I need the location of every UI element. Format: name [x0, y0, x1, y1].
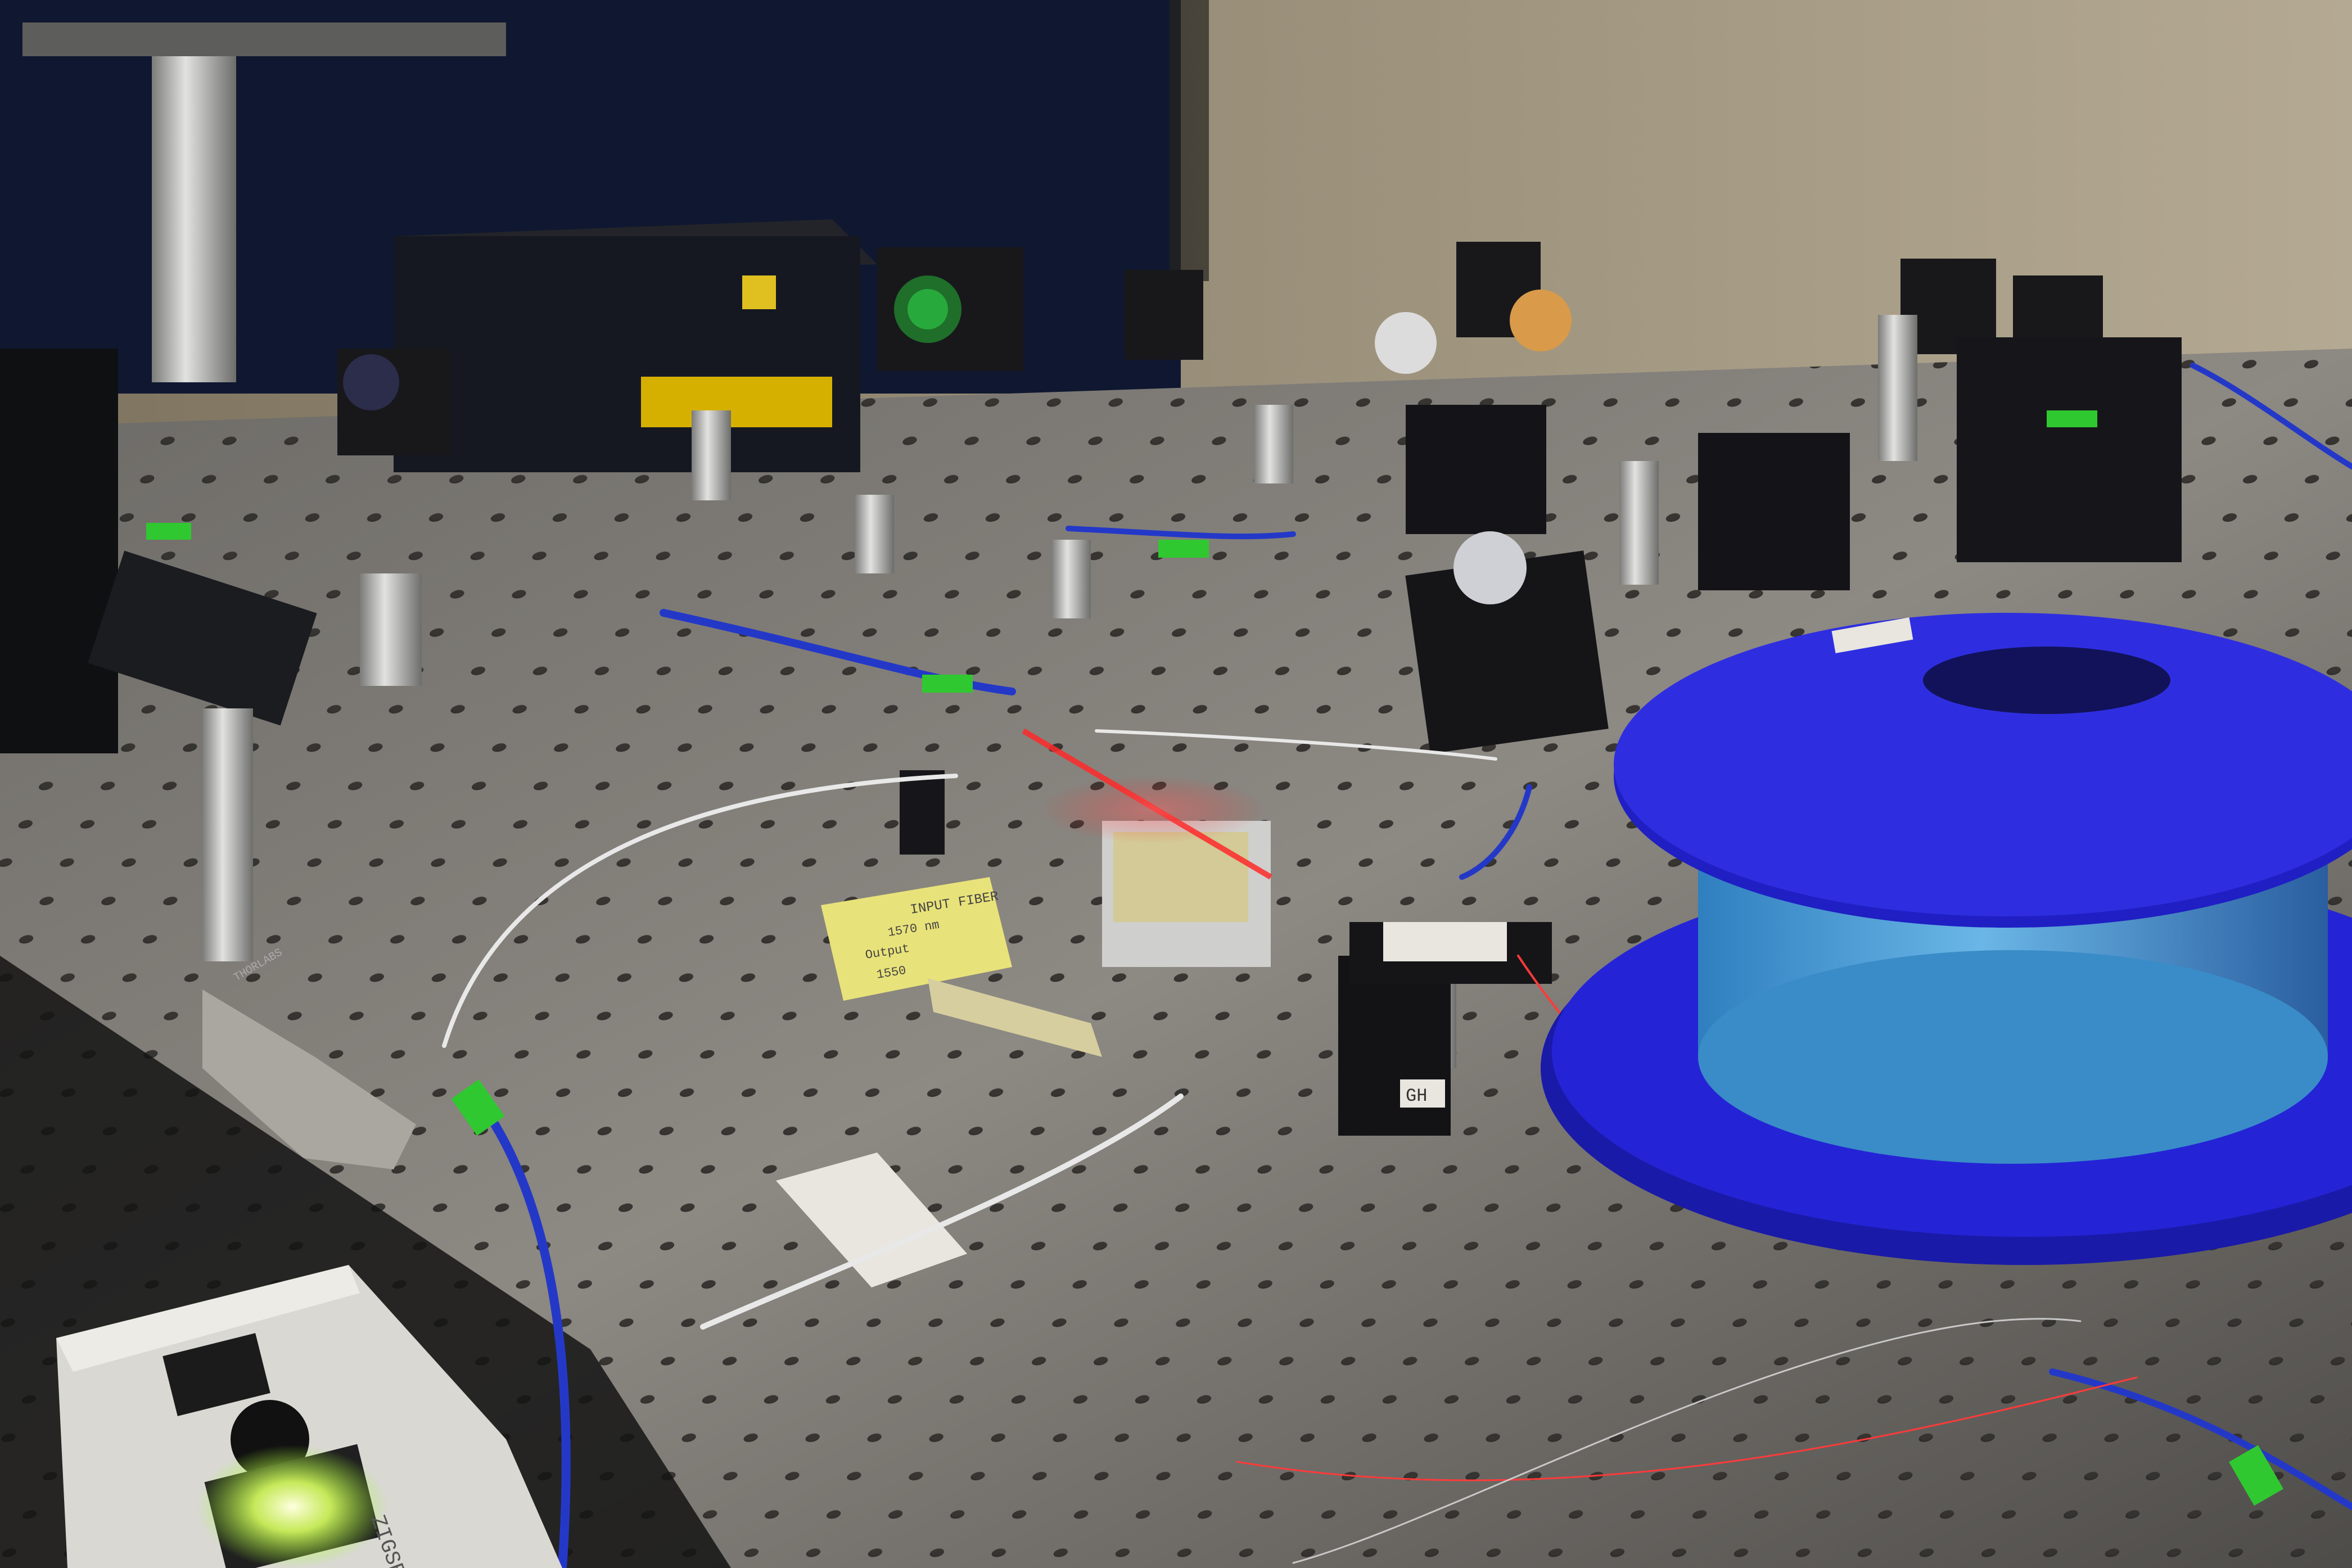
status-led — [197, 1445, 388, 1568]
crystal-block — [1113, 832, 1248, 922]
sticky-note — [821, 877, 1012, 1001]
tape-strip-2 — [928, 978, 1102, 1057]
fiber-connectors — [146, 410, 2283, 1506]
optical-posts — [202, 315, 1917, 1169]
tall-rod — [152, 34, 236, 382]
fiber-launcher-box — [88, 550, 317, 726]
post-tag-text: GH — [1406, 1086, 1427, 1106]
laser-info-plate — [641, 377, 832, 427]
driver-box: ZIGSB — [56, 1265, 562, 1568]
mirror-optic — [1453, 531, 1527, 604]
rod-top-bar — [22, 22, 506, 56]
black-instrument-left — [0, 349, 118, 753]
tape-strip-1 — [776, 1153, 967, 1287]
mirror-mounts — [337, 242, 2182, 590]
laser-warning-label — [742, 275, 776, 309]
fiber-spool — [1541, 613, 2352, 1265]
post-tag — [1400, 1079, 1445, 1108]
laser-box — [394, 236, 860, 472]
clamp-tape — [1383, 922, 1507, 961]
beam-glow — [1040, 776, 1265, 843]
mount-center — [1405, 550, 1609, 754]
curtain-shadow — [1170, 0, 1209, 281]
